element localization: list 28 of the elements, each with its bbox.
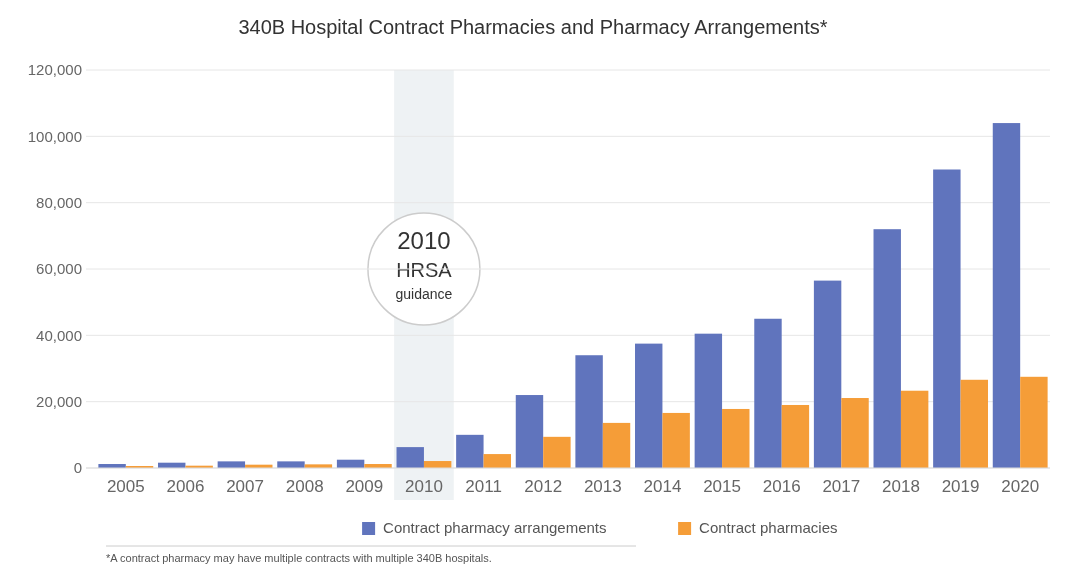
y-tick-label: 0 [73,459,82,477]
x-tick-label: 2009 [345,477,384,496]
x-tick-label: 2016 [762,477,801,496]
x-tick-label: 2011 [465,477,502,496]
legend-label: Contract pharmacy arrangements [383,519,607,537]
x-tick-label: 2007 [226,477,264,496]
x-tick-label: 2020 [1001,477,1040,496]
x-tick-label: 2008 [285,477,324,496]
x-tick-label: 2010 [405,477,443,496]
y-tick-label: 100,000 [27,127,82,145]
x-tick-label: 2013 [583,477,622,496]
y-tick-label: 20,000 [36,392,82,410]
y-tick-label: 80,000 [36,193,82,211]
x-tick-label: 2018 [882,477,920,496]
x-tick-label: 2015 [703,477,741,496]
chart-title: 340B Hospital Contract Pharmacies and Pharmacy Arrangements* [238,16,828,38]
y-tick-label: 60,000 [36,260,82,278]
x-tick-label: 2017 [822,477,861,496]
x-tick-label: 2005 [106,477,145,496]
y-tick-label: 120,000 [27,61,82,79]
x-tick-label: 2012 [524,477,563,496]
legend-label: Contract pharmacies [699,519,838,537]
y-tick-label: 40,000 [36,326,82,344]
x-tick-label: 2014 [643,477,682,496]
text: *A contract pharmacy may have multiple contracts with multiple 340B hospitals. [106,552,492,564]
x-tick-label: 2006 [166,477,205,496]
x-tick-label: 2019 [941,477,980,496]
band-label: 2010 HRSA guidance [395,227,453,302]
